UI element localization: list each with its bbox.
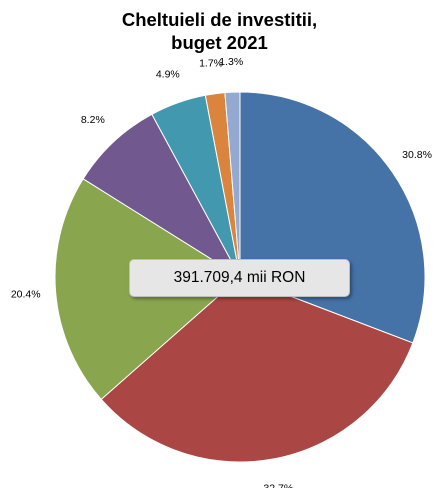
pie-slice-4 xyxy=(82,113,242,279)
total-label: 391.709,4 mii RON xyxy=(173,269,306,286)
slice-label-1: 30.8% xyxy=(402,149,432,161)
chart-title-line-1: Cheltuieli de investitii, xyxy=(121,9,318,30)
total-label-box: 391.709,4 mii RON xyxy=(129,259,350,297)
slice-label-4: 8.2% xyxy=(81,114,105,126)
pie-slice-2 xyxy=(100,276,414,463)
slice-label-6: 1.7% xyxy=(199,58,223,70)
pie-labels: 30.8% 32.7% 20.4% 8.2% 4.9% 1.7%1.3% xyxy=(11,56,432,488)
chart-title: Cheltuieli de investitii, buget 2021 xyxy=(0,8,439,54)
slice-label-5: 4.9% xyxy=(156,68,180,80)
chart-title-line-2: buget 2021 xyxy=(171,32,268,53)
pie-slice-7 xyxy=(224,91,241,278)
slice-label-3: 20.4% xyxy=(11,288,41,300)
slice-label-7: 1.3% xyxy=(219,56,243,68)
slice-label-2: 32.7% xyxy=(263,482,293,488)
